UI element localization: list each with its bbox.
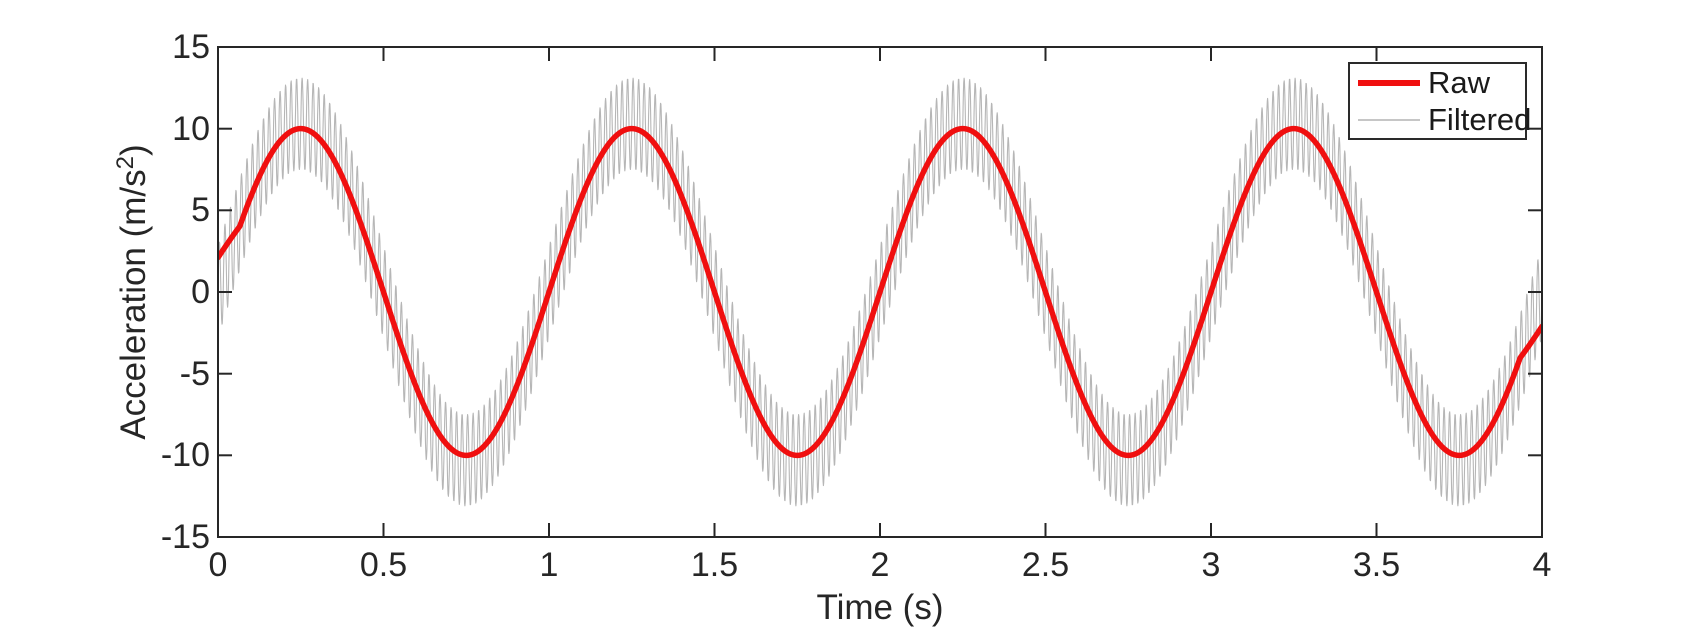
y-axis-label-text: Acceleration (m/s — [114, 169, 153, 440]
y-axis-label-suffix: ) — [114, 144, 153, 156]
y-tick-label: 5 — [191, 191, 210, 230]
legend-entry-filtered: Filtered — [1350, 101, 1531, 138]
y-tick-label: 0 — [191, 273, 210, 311]
x-tick-label: 1.5 — [690, 546, 739, 584]
raw-line-sample — [1358, 79, 1420, 86]
x-tick-label: 3.5 — [1352, 546, 1401, 584]
legend: Raw Filtered — [1348, 62, 1531, 140]
x-tick-label: 4 — [1532, 546, 1552, 584]
x-tick-label: 0 — [208, 546, 228, 584]
y-tick-label: -5 — [179, 354, 210, 393]
y-tick-label: -15 — [160, 518, 210, 556]
x-tick-label: 3 — [1201, 546, 1221, 584]
y-tick-label: 10 — [172, 109, 210, 148]
raw-series-line — [218, 125, 1542, 459]
x-tick-label: 2 — [870, 546, 890, 584]
filtered-line-sample — [1358, 118, 1420, 121]
y-axis-label-superscript: 2 — [112, 155, 139, 170]
legend-label-raw: Raw — [1428, 64, 1491, 100]
legend-entry-raw: Raw — [1350, 64, 1525, 101]
x-tick-label: 0.5 — [359, 546, 408, 584]
legend-label-filtered: Filtered — [1428, 101, 1532, 137]
x-tick-label: 1 — [539, 546, 559, 584]
y-tick-label: -10 — [160, 436, 210, 475]
y-axis-label: Acceleration (m/s2) — [112, 0, 156, 592]
y-tick-label: 15 — [172, 28, 210, 66]
x-tick-label: 2.5 — [1021, 546, 1070, 584]
x-axis-label: Time (s) — [816, 588, 944, 627]
